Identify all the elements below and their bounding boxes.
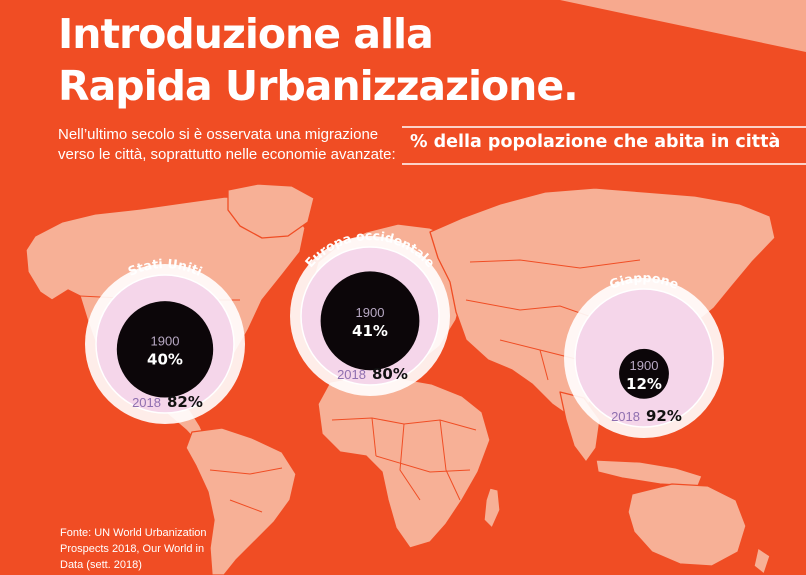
continent-south-america	[185, 427, 297, 575]
corner-decoration	[560, 0, 806, 52]
value-1900: 40%	[147, 350, 183, 368]
region-label: Giappone	[607, 270, 681, 292]
year-label-2018: 2018	[611, 409, 640, 424]
intro-line-1: Nell’ultimo secolo si è osservata una mi…	[58, 126, 379, 143]
region-label: Stati Uniti	[126, 256, 205, 279]
year-label-2018: 2018	[337, 367, 366, 382]
value-1900: 41%	[352, 322, 388, 340]
title-line-1: Introduzione alla	[58, 10, 434, 58]
continent-australia	[627, 483, 747, 567]
region-giappone: 1900 12% 2018 92% Giappone	[564, 270, 724, 438]
value-2018: 80%	[372, 365, 408, 383]
disc-1900	[116, 301, 214, 398]
region-stati-uniti: 1900 40% 2018 82% Stati Uniti	[85, 256, 245, 424]
disc-1900	[619, 348, 669, 399]
source-line-3: Data (sett. 2018)	[60, 559, 142, 571]
chart-title: % della popolazione che abita in città	[410, 132, 781, 152]
source-line-2: Prospects 2018, Our World in	[60, 543, 205, 555]
title-line-2: Rapida Urbanizzazione.	[58, 62, 579, 110]
year-label-1900: 1900	[151, 333, 180, 348]
continent-greenland	[227, 183, 315, 239]
continent-madagascar	[483, 487, 501, 529]
disc-2018-outline	[300, 246, 440, 386]
disc-2018-outline	[574, 288, 714, 428]
year-label-1900: 1900	[630, 358, 659, 373]
continent-new-zealand	[753, 547, 771, 575]
year-label-1900: 1900	[356, 305, 385, 320]
disc-2018-outline	[95, 274, 235, 414]
value-2018: 92%	[646, 407, 682, 425]
intro-line-2: verso le città, soprattutto nelle econom…	[58, 146, 396, 163]
page-title: Introduzione alla Rapida Urbanizzazione.	[58, 8, 579, 112]
disc-1900	[320, 271, 420, 371]
intro-text: Nell’ultimo secolo si è osservata una mi…	[58, 125, 396, 165]
source-note: Fonte: UN World Urbanization Prospects 2…	[60, 525, 207, 573]
value-2018: 82%	[167, 393, 203, 411]
value-1900: 12%	[626, 375, 662, 393]
year-label-2018: 2018	[132, 395, 161, 410]
source-line-1: Fonte: UN World Urbanization	[60, 527, 207, 539]
